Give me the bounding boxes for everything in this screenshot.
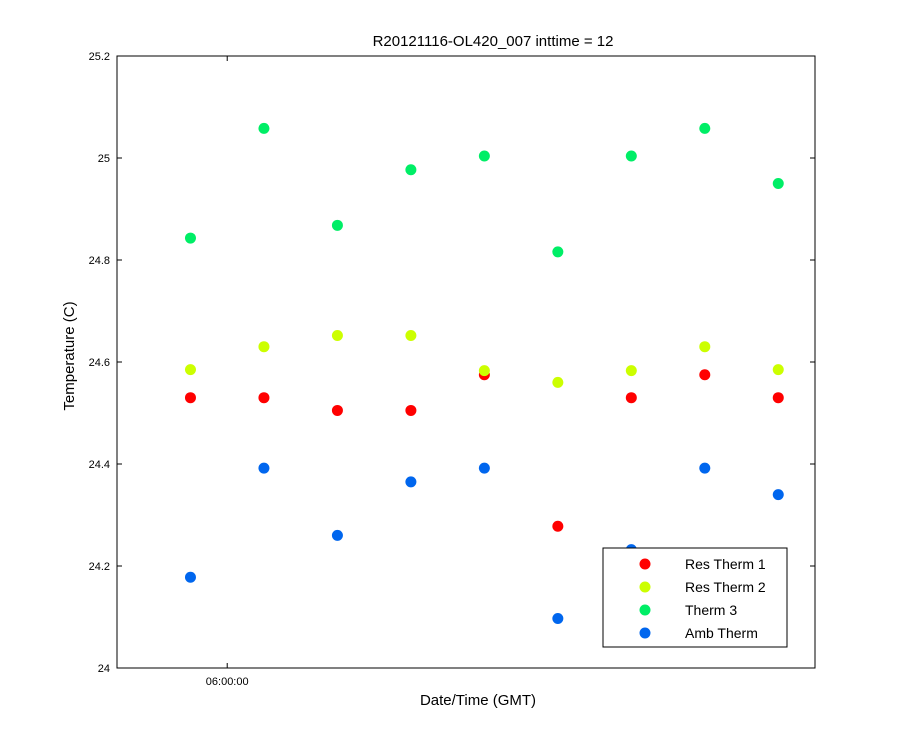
- data-point-res-therm-2: [405, 329, 417, 341]
- legend-marker-amb-therm: [639, 627, 651, 639]
- data-point-amb-therm: [478, 462, 490, 474]
- data-point-res-therm-1: [331, 404, 343, 416]
- data-point-res-therm-2: [625, 365, 637, 377]
- legend-marker-therm-3: [639, 604, 651, 616]
- y-axis-label: Temperature (C): [61, 301, 78, 410]
- legend-label-amb-therm: Amb Therm: [685, 625, 758, 641]
- data-point-therm-3: [184, 232, 196, 244]
- data-point-res-therm-1: [552, 520, 564, 532]
- data-point-amb-therm: [772, 489, 784, 501]
- data-point-therm-3: [405, 164, 417, 176]
- data-point-therm-3: [552, 246, 564, 258]
- y-tick-label: 24.2: [89, 561, 110, 573]
- legend: Res Therm 1 Res Therm 2 Therm 3 Amb Ther…: [602, 547, 788, 648]
- data-point-therm-3: [258, 122, 270, 134]
- legend-label-res-therm-2: Res Therm 2: [685, 579, 766, 595]
- y-tick-label: 24.8: [89, 255, 110, 267]
- data-point-amb-therm: [699, 462, 711, 474]
- legend-label-res-therm-1: Res Therm 1: [685, 556, 766, 572]
- data-point-amb-therm: [331, 529, 343, 541]
- data-point-res-therm-2: [258, 341, 270, 353]
- y-tick-label: 25.2: [89, 51, 110, 63]
- data-point-therm-3: [478, 150, 490, 162]
- data-point-amb-therm: [258, 462, 270, 474]
- data-point-res-therm-2: [699, 341, 711, 353]
- legend-box: [602, 547, 788, 648]
- x-tick-label: 06:00:00: [206, 676, 249, 688]
- legend-label-therm-3: Therm 3: [685, 602, 737, 618]
- data-point-res-therm-2: [772, 364, 784, 376]
- data-point-amb-therm: [405, 476, 417, 488]
- data-point-res-therm-2: [552, 376, 564, 388]
- data-point-therm-3: [772, 178, 784, 189]
- y-tick-label: 24.4: [89, 459, 110, 471]
- y-tick-label: 24: [98, 663, 110, 675]
- data-point-res-therm-2: [331, 329, 343, 341]
- data-point-res-therm-1: [625, 392, 637, 404]
- data-point-res-therm-1: [184, 392, 196, 404]
- legend-marker-res-therm-2: [639, 581, 651, 593]
- legend-marker-res-therm-1: [639, 558, 651, 570]
- data-point-res-therm-1: [772, 392, 784, 404]
- y-tick-label: 25: [98, 153, 110, 165]
- data-point-res-therm-1: [405, 404, 417, 416]
- data-point-amb-therm: [552, 613, 564, 625]
- data-point-res-therm-2: [478, 365, 490, 377]
- axis-ticks: 24 24.2 24.4 24.6 24.8 25 25.2 06:00:00: [89, 51, 815, 688]
- data-point-therm-3: [625, 150, 637, 162]
- x-axis-label: Date/Time (GMT): [420, 692, 536, 709]
- data-point-therm-3: [699, 122, 711, 134]
- data-point-res-therm-1: [258, 392, 270, 404]
- chart-title: R20121116-OL420_007 inttime = 12: [373, 33, 614, 50]
- data-point-res-therm-1: [699, 369, 711, 381]
- data-point-therm-3: [331, 219, 343, 231]
- data-point-res-therm-2: [184, 364, 196, 376]
- data-points: [184, 122, 784, 625]
- data-point-amb-therm: [184, 571, 196, 583]
- y-tick-label: 24.6: [89, 357, 110, 369]
